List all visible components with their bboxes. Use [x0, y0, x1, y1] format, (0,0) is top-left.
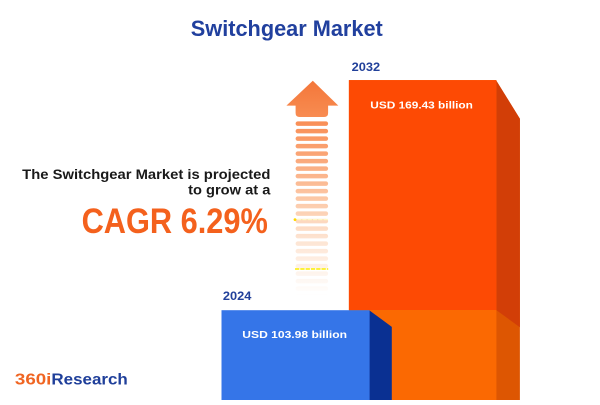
svg-text:2024: 2024	[223, 290, 252, 303]
svg-text:CAGR 6.29%: CAGR 6.29%	[82, 202, 268, 241]
svg-text:USD 103.98 billion: USD 103.98 billion	[242, 329, 347, 341]
svg-text:Switchgear Market: Switchgear Market	[191, 16, 384, 41]
svg-text:360i: 360i	[15, 371, 52, 388]
svg-text:USD 169.43 billion: USD 169.43 billion	[370, 99, 473, 111]
svg-text:Research: Research	[51, 371, 127, 388]
svg-text:2032: 2032	[352, 61, 381, 74]
svg-text:The Switchgear Market is proje: The Switchgear Market is projected	[22, 167, 270, 182]
svg-text:to grow at a: to grow at a	[188, 183, 271, 198]
